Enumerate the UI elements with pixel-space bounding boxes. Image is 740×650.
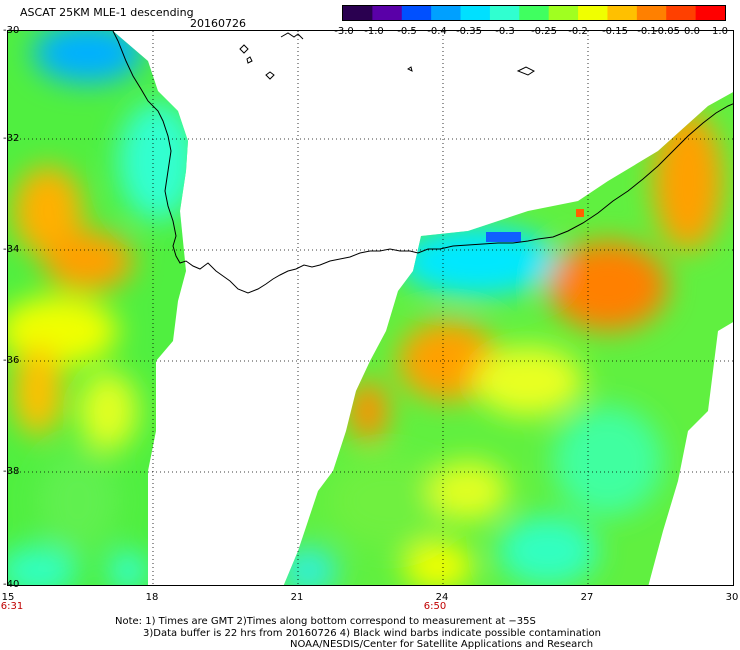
footnote-line-3: NOAA/NESDIS/Center for Satellite Applica…: [290, 639, 594, 650]
color-scale-swatch: [401, 6, 432, 20]
wind-map: [7, 30, 734, 586]
lon-label: 21: [290, 592, 304, 603]
island-outline: [407, 66, 413, 72]
color-scale-swatch: [548, 6, 579, 20]
footnote-line-1: Note: 1) Times are GMT 2)Times along bot…: [115, 616, 536, 627]
lat-label: -36: [3, 355, 20, 366]
island-outline: [246, 56, 253, 64]
color-scale-swatch: [489, 6, 520, 20]
color-scale-label: -0.25: [531, 26, 557, 37]
graticule: [8, 31, 733, 585]
color-scale-label: -0.15: [602, 26, 628, 37]
color-scale-swatch: [578, 6, 608, 20]
color-scale-label: -0.1: [637, 26, 657, 37]
color-scale-label: -3.0: [334, 26, 354, 37]
island-outline: [516, 66, 535, 76]
color-scale-label: -0.4: [427, 26, 447, 37]
lat-label: -40: [3, 579, 20, 590]
color-scale-label: 1.0: [712, 26, 728, 37]
color-scale-label: -0.5: [397, 26, 417, 37]
lat-label: -38: [3, 466, 20, 477]
color-scale-gradient: [343, 6, 725, 20]
lon-label: 24: [435, 592, 449, 603]
color-scale-swatch: [519, 6, 550, 20]
color-scale-swatch: [695, 6, 725, 20]
lon-label: 30: [725, 592, 739, 603]
time-label: 6:50: [423, 601, 447, 612]
lon-label: 18: [145, 592, 159, 603]
color-scale-label: 0.0: [684, 26, 700, 37]
color-scale-label: -0.05: [654, 26, 680, 37]
lat-label: -34: [3, 244, 20, 255]
color-scale-swatch: [343, 6, 373, 20]
lat-label: -30: [3, 25, 20, 36]
color-scale-bar: [342, 5, 726, 21]
island-outline: [239, 44, 249, 54]
lat-label: -32: [3, 133, 20, 144]
color-scale-swatch: [636, 6, 667, 20]
product-date: 20160726: [190, 17, 246, 30]
color-scale-label: -0.2: [568, 26, 588, 37]
left-swath: [8, 31, 188, 585]
color-scale-swatch: [431, 6, 462, 20]
color-scale-label: -1.0: [364, 26, 384, 37]
color-scale-swatch: [666, 6, 697, 20]
color-scale-swatch: [372, 6, 403, 20]
time-label: 6:31: [0, 601, 24, 612]
lon-label: 15: [1, 592, 15, 603]
color-scale-label: -0.3: [495, 26, 515, 37]
island-outline: [280, 32, 304, 40]
right-swath: [283, 91, 733, 585]
color-scale-swatch: [607, 6, 638, 20]
color-scale-swatch: [460, 6, 491, 20]
coastline: [112, 31, 733, 294]
color-scale-label: -0.35: [456, 26, 482, 37]
map-canvas: [8, 31, 733, 585]
island-outline: [265, 71, 275, 80]
footnote-line-2: 3)Data buffer is 22 hrs from 20160726 4)…: [143, 628, 601, 639]
color-scale-labels: -3.0 -1.0 -0.5 -0.4 -0.35 -0.3 -0.25 -0.…: [330, 26, 740, 40]
lon-label: 27: [580, 592, 594, 603]
product-title: ASCAT 25KM MLE-1 descending: [20, 6, 194, 19]
